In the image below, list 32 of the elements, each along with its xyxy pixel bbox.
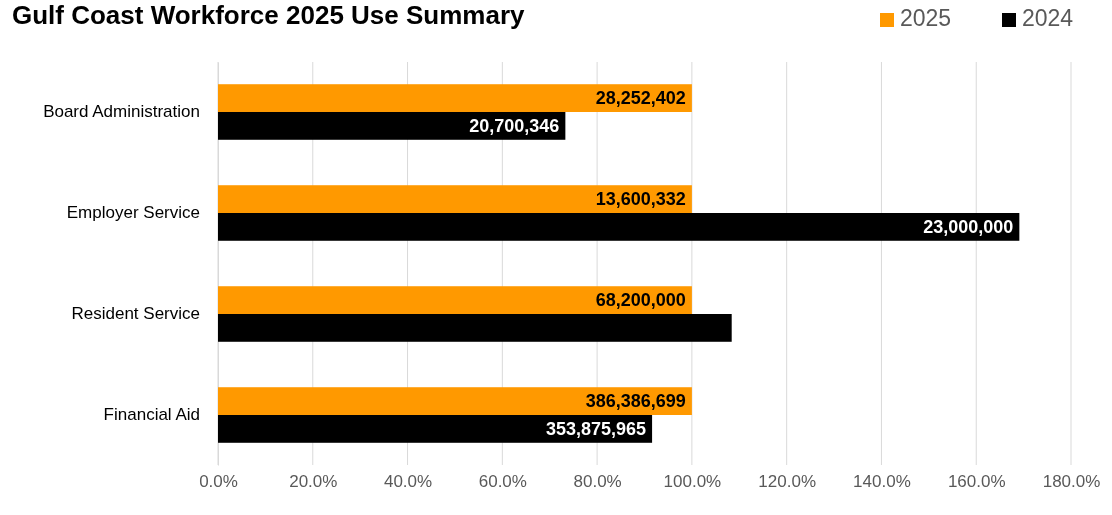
chart-title: Gulf Coast Workforce 2025 Use Summary (12, 0, 526, 30)
x-tick-label: 140.0% (853, 472, 911, 492)
y-tick-label: Financial Aid (103, 405, 200, 425)
annotation: 353,875,965 (545, 419, 647, 440)
x-tick-label: 80.0% (573, 472, 622, 492)
legend-label: 2025 (900, 5, 952, 31)
bar (218, 112, 566, 140)
bar (218, 84, 692, 112)
x-tick-label: 100.0% (663, 472, 722, 492)
annotation: 28,252,402 (595, 88, 686, 109)
x-tick-label: 180.0% (1042, 472, 1101, 492)
annotation: 68,200,000 (595, 290, 686, 311)
bar (218, 286, 692, 314)
y-tick-label: Board Administration (43, 102, 200, 122)
bar (218, 314, 732, 342)
annotation: 20,700,346 (469, 116, 560, 137)
bar (218, 213, 1020, 241)
bar (218, 185, 692, 213)
x-tick-label: 0.0% (199, 472, 238, 492)
x-tick-label: 20.0% (289, 472, 338, 492)
bar (218, 415, 653, 443)
x-tick-label: 160.0% (947, 472, 1006, 492)
y-tick-label: Employer Service (66, 203, 200, 223)
y-tick-label: Resident Service (71, 304, 200, 324)
annotation: 23,000,000 (923, 217, 1014, 238)
x-tick-label: 60.0% (478, 472, 527, 492)
bar (218, 387, 692, 415)
x-tick-label: 40.0% (383, 472, 433, 492)
x-tick-label: 120.0% (758, 472, 816, 492)
legend-label: 2024 (1022, 5, 1074, 31)
annotation: 13,600,332 (595, 189, 686, 210)
annotation: 386,386,699 (585, 391, 686, 412)
